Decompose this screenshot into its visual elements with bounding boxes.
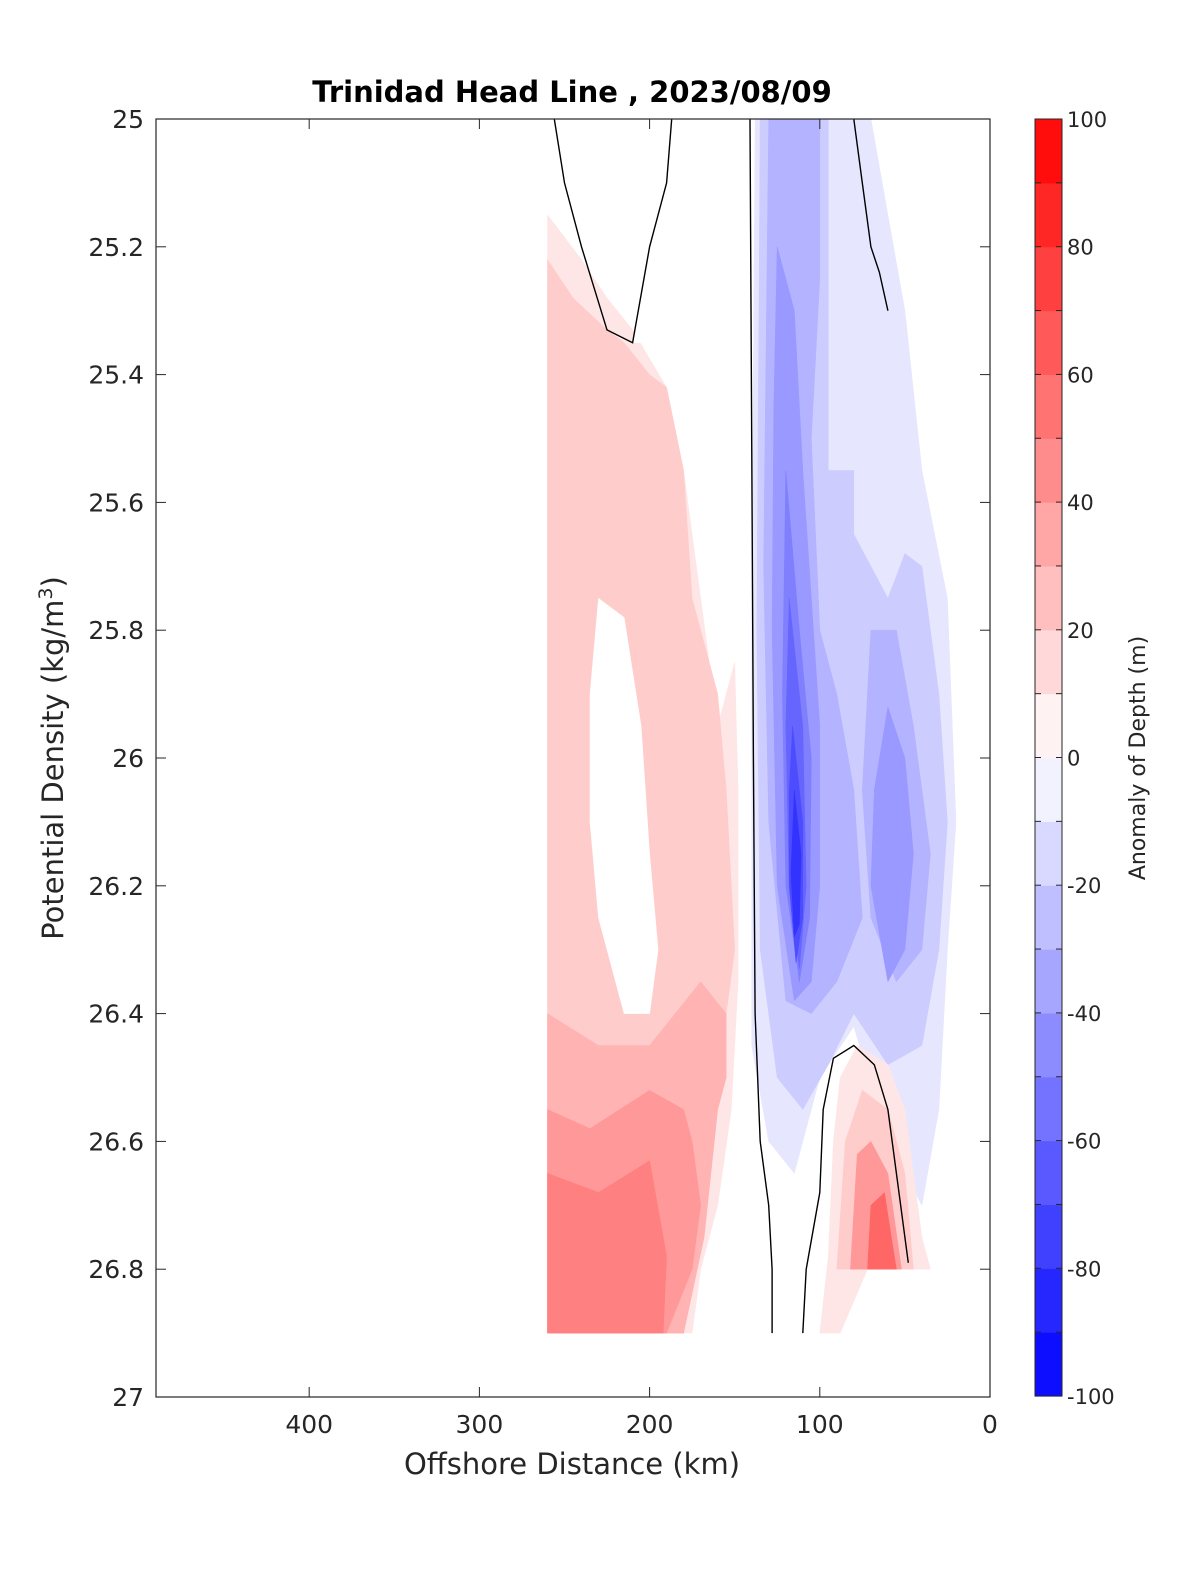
colorbar-segment <box>1035 374 1062 439</box>
x-tick-label: 400 <box>285 1410 333 1439</box>
colorbar-tick-label: 60 <box>1067 363 1094 387</box>
colorbar-segment <box>1035 1076 1062 1142</box>
y-axis-title-superscript: 3 <box>35 587 57 599</box>
contour-region-4 <box>547 1160 667 1334</box>
colorbar-frame <box>1034 118 1063 1397</box>
colorbar-tick-label: -100 <box>1067 1385 1115 1409</box>
x-tick-label: 200 <box>626 1410 674 1439</box>
colorbar-segment <box>1035 246 1062 312</box>
x-tick-label: 100 <box>796 1410 844 1439</box>
y-tick-label: 25.4 <box>88 361 144 390</box>
colorbar-segment <box>1035 1140 1062 1206</box>
x-tick-label: 300 <box>456 1410 504 1439</box>
y-tick-label: 26.4 <box>88 1000 144 1029</box>
colorbar: 100 80 60 40 20 0 -20 -40 -60 -80 -100 <box>1034 108 1115 1409</box>
y-tick-label: 27 <box>112 1383 144 1412</box>
x-axis: 400 300 200 100 0 <box>285 119 998 1439</box>
colorbar-segment <box>1035 1332 1062 1397</box>
contour-region-10 <box>870 706 914 983</box>
colorbar-segment <box>1035 821 1062 886</box>
colorbar-segment <box>1035 182 1062 248</box>
x-axis-title: Offshore Distance (km) <box>404 1447 740 1481</box>
colorbar-segment <box>1035 629 1062 695</box>
y-axis-title: Potential Density (kg/m3) <box>35 576 70 940</box>
y-axis-title-main: Potential Density (kg/m <box>36 600 70 940</box>
x-tick-label: 0 <box>982 1410 998 1439</box>
zero-contour-line-1 <box>749 119 773 1334</box>
colorbar-segment <box>1035 310 1062 375</box>
colorbar-segment <box>1035 1268 1062 1333</box>
y-tick-label: 26.2 <box>88 872 144 901</box>
zero-contour-line-0 <box>553 119 673 344</box>
colorbar-segment <box>1035 502 1062 567</box>
colorbar-segment <box>1035 438 1062 503</box>
colorbar-tick-label: -40 <box>1067 1002 1101 1026</box>
zero-contour-line-3 <box>802 1044 909 1334</box>
colorbar-tick-label: 100 <box>1067 108 1107 132</box>
colorbar-title: Anomaly of Depth (m) <box>1126 636 1151 880</box>
colorbar-tick-label: 80 <box>1067 236 1094 260</box>
zero-contour-line-2 <box>853 119 889 311</box>
y-tick-label: 25 <box>112 105 144 134</box>
colorbar-segment <box>1035 885 1062 950</box>
zero-contour-lines <box>553 119 909 1334</box>
colorbar-segment <box>1035 693 1062 759</box>
contour-region-19 <box>589 597 659 1014</box>
y-tick-label: 25.8 <box>88 616 144 645</box>
y-tick-label: 26.6 <box>88 1127 144 1156</box>
colorbar-segment <box>1035 757 1062 822</box>
y-axis-title-end: ) <box>36 576 70 587</box>
contour-fills <box>547 119 957 1334</box>
colorbar-tick-label: -20 <box>1067 874 1101 898</box>
y-tick-label: 26.8 <box>88 1255 144 1284</box>
colorbar-segment <box>1035 1204 1062 1269</box>
y-tick-label: 26 <box>112 744 144 773</box>
y-axis: 25 25.2 25.4 25.6 25.8 26 26.2 26.4 26.6 26.8 27 <box>88 105 990 1412</box>
colorbar-segment <box>1035 565 1062 631</box>
colorbar-tick-label: -60 <box>1067 1130 1101 1154</box>
colorbar-tick-label: -80 <box>1067 1257 1101 1281</box>
colorbar-tick-label: 20 <box>1067 619 1094 643</box>
chart-title: Trinidad Head Line , 2023/08/09 <box>312 75 832 109</box>
contour-region-18 <box>867 1191 897 1270</box>
colorbar-segment <box>1035 119 1062 184</box>
contour-region-14 <box>790 789 802 937</box>
colorbar-tick-label: 40 <box>1067 491 1094 515</box>
y-tick-label: 25.6 <box>88 488 144 517</box>
colorbar-segment <box>1035 1012 1062 1078</box>
y-tick-label: 25.2 <box>88 233 144 262</box>
colorbar-segment <box>1035 949 1062 1014</box>
colorbar-tick-label: 0 <box>1067 747 1080 771</box>
